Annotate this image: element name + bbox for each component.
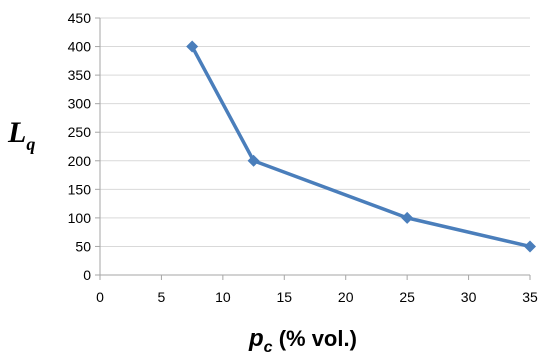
x-tick-label-15: 15 — [276, 289, 292, 305]
data-point-0-2 — [401, 211, 414, 224]
data-point-0-1 — [247, 154, 260, 167]
series-line-0 — [190, 45, 531, 249]
x-tick-label-35: 35 — [522, 289, 538, 305]
y-tick-label-150: 150 — [68, 181, 92, 197]
series-group — [186, 40, 536, 253]
y-tick-label-450: 450 — [68, 10, 92, 26]
x-tick-label-25: 25 — [399, 289, 415, 305]
y-axis-label-main: L — [7, 116, 26, 149]
y-tick-label-350: 350 — [68, 67, 92, 83]
y-tick-label-250: 250 — [68, 124, 92, 140]
x-tick-label-30: 30 — [461, 289, 477, 305]
x-axis-label-unit: (% vol.) — [273, 326, 357, 351]
x-tick-label-10: 10 — [215, 289, 231, 305]
data-point-0-0 — [186, 40, 199, 53]
axes — [95, 17, 531, 280]
x-axis-label: pc (% vol.) — [248, 325, 357, 353]
y-tick-label-300: 300 — [68, 96, 92, 112]
x-tick-labels: 0 5 10 15 20 25 30 35 — [96, 289, 538, 305]
y-axis-label: Lq — [7, 116, 35, 154]
y-tick-label-0: 0 — [83, 267, 91, 283]
y-tick-label-50: 50 — [75, 238, 91, 254]
x-axis-label-subscript: c — [264, 339, 273, 353]
y-tick-label-100: 100 — [68, 210, 92, 226]
y-tick-label-200: 200 — [68, 153, 92, 169]
y-tick-label-400: 400 — [68, 39, 92, 55]
x-tick-label-5: 5 — [158, 289, 166, 305]
y-tick-labels: 0 50 100 150 200 250 300 350 400 450 — [68, 10, 92, 283]
data-point-0-3 — [524, 240, 536, 253]
x-tick-label-20: 20 — [338, 289, 354, 305]
x-tick-label-0: 0 — [96, 289, 104, 305]
gridlines — [100, 17, 530, 247]
y-axis-label-subscript: q — [26, 134, 35, 154]
x-axis-label-main: p — [248, 325, 264, 352]
